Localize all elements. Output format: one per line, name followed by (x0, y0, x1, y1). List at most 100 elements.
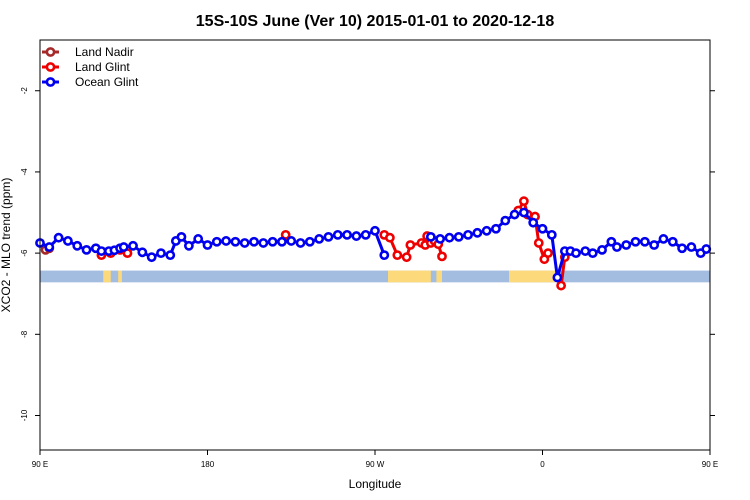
data-point (621, 240, 632, 250)
x-tick-label: 90 W (366, 460, 385, 469)
data-point (518, 207, 529, 218)
data-point (118, 242, 129, 252)
legend-marker (45, 47, 56, 57)
y-tick-label: -10 (20, 409, 29, 421)
data-point (518, 196, 529, 207)
data-point (580, 246, 591, 256)
data-point (481, 225, 492, 236)
data-point (537, 223, 548, 234)
x-tick-label: 90 E (32, 460, 48, 469)
data-point (211, 236, 222, 247)
legend-marker (45, 62, 56, 72)
data-point (587, 248, 598, 259)
data-point (370, 225, 380, 236)
data-point (677, 243, 687, 254)
data-point (546, 229, 557, 240)
data-point (193, 234, 204, 244)
land-segment (436, 270, 442, 283)
data-point (249, 236, 259, 247)
x-tick-label: 0 (540, 460, 545, 469)
legend-label: Land Nadir (75, 45, 134, 59)
data-point (96, 246, 107, 256)
legend-item: Land Glint (42, 60, 130, 74)
data-point (701, 244, 712, 254)
chart-title: 15S-10S June (Ver 10) 2015-01-01 to 2020… (196, 13, 555, 30)
data-point (543, 248, 553, 259)
y-tick-label: -6 (20, 249, 29, 257)
data-point (571, 248, 581, 259)
ocean-band (40, 270, 710, 283)
data-point (165, 250, 176, 261)
data-point (658, 234, 669, 244)
data-point (323, 231, 334, 242)
data-point (435, 234, 446, 244)
data-point (202, 240, 213, 250)
data-point (384, 232, 395, 243)
data-point (137, 247, 148, 258)
legend-marker (45, 77, 56, 87)
land-segment (118, 270, 122, 283)
data-point (612, 242, 622, 252)
data-point (500, 215, 511, 226)
data-point (53, 232, 64, 243)
y-tick-label: -2 (20, 87, 29, 95)
data-point (183, 240, 194, 251)
data-point (379, 250, 390, 261)
data-point (639, 236, 650, 247)
data-point (258, 238, 269, 248)
data-point (405, 240, 416, 250)
data-point (63, 236, 73, 246)
data-point (491, 223, 501, 234)
data-point (314, 234, 325, 244)
data-point (453, 231, 464, 242)
legend-item: Land Nadir (42, 45, 134, 59)
data-point (277, 236, 287, 247)
data-point (128, 240, 138, 251)
data-point (392, 250, 403, 261)
data-point (552, 272, 563, 283)
data-point (556, 280, 567, 291)
y-tick-label: -8 (20, 330, 29, 338)
data-point (360, 229, 371, 240)
series-line (550, 234, 559, 278)
data-point (401, 252, 412, 263)
data-point (176, 231, 187, 242)
data-point (72, 240, 83, 251)
x-axis: 90 E 180 90 W 0 90 E (32, 450, 718, 469)
data-point (332, 229, 343, 240)
data-point (606, 236, 617, 247)
data-point (239, 238, 250, 248)
data-point (667, 236, 678, 247)
data-point (280, 229, 291, 240)
land-ocean-band (40, 270, 710, 283)
y-tick-label: -4 (20, 168, 29, 176)
x-tick-label: 90 E (702, 460, 718, 469)
data-point (425, 231, 436, 242)
data-point (597, 244, 607, 255)
data-point (509, 209, 520, 220)
y-axis-label: XCO2 - MLO trend (ppm) (0, 178, 13, 313)
data-point (437, 251, 447, 262)
data-point (81, 244, 92, 255)
data-point (221, 236, 232, 246)
data-point (463, 229, 473, 240)
series-ocean-glint (35, 207, 712, 283)
x-tick-label: 180 (201, 460, 215, 469)
land-segment (509, 270, 556, 283)
legend-item: Ocean Glint (42, 75, 139, 89)
data-point (528, 217, 539, 228)
data-point (630, 236, 641, 247)
series-layer (35, 196, 712, 291)
legend-label: Ocean Glint (75, 75, 139, 89)
data-point (533, 238, 544, 248)
legend-label: Land Glint (75, 60, 130, 74)
x-axis-label: Longitude (349, 477, 402, 491)
data-point (146, 252, 157, 263)
data-point (267, 236, 278, 247)
data-point (686, 242, 697, 252)
land-segment (388, 270, 431, 283)
data-point (472, 227, 483, 238)
land-segment (103, 270, 111, 283)
